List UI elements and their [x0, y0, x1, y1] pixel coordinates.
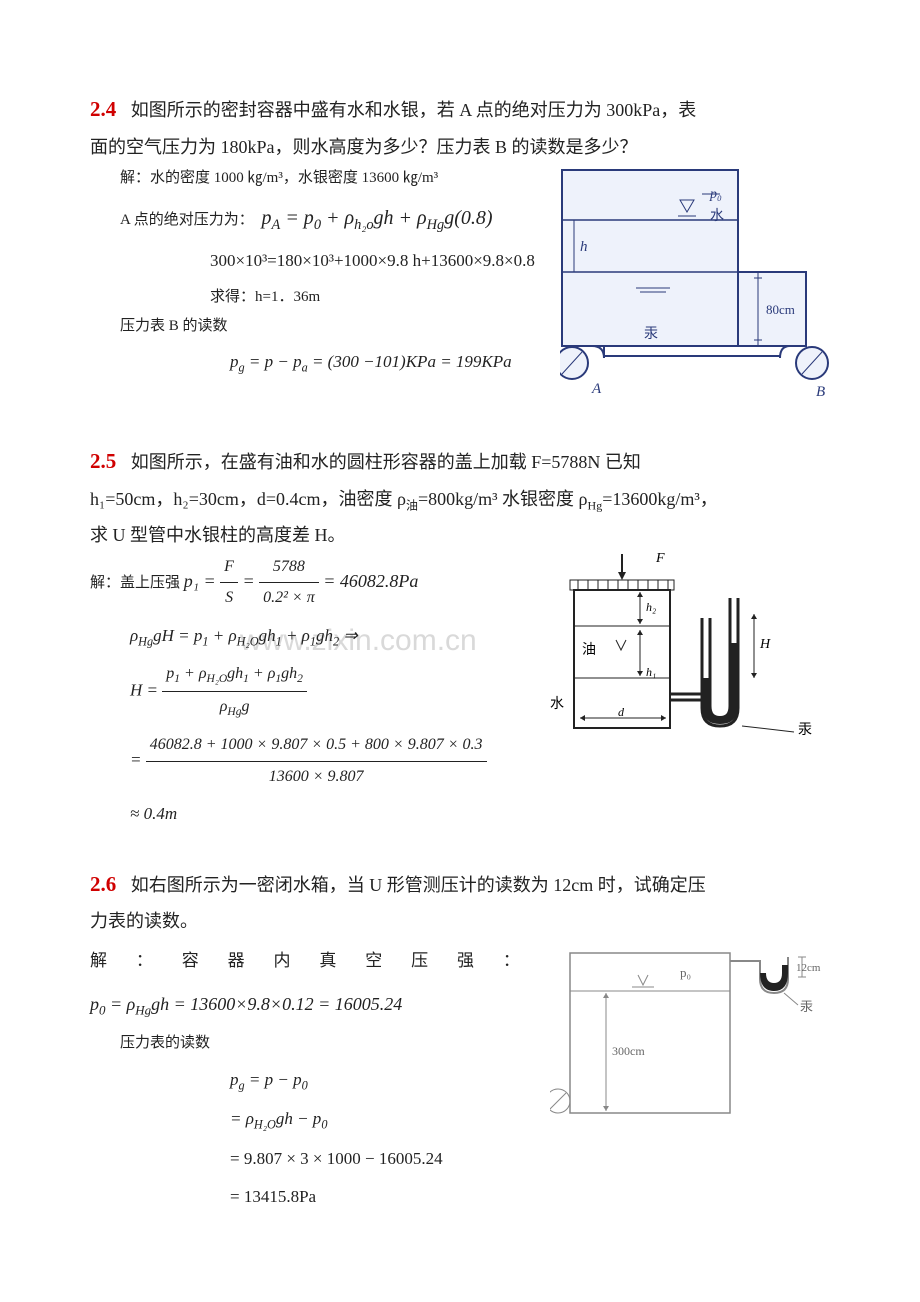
- svg-text:A: A: [591, 381, 602, 397]
- svg-text:油: 油: [582, 642, 596, 658]
- equation-pA: pA = p0 + ρh₂ogh + ρHgg(0.8): [262, 207, 493, 229]
- svg-text:H: H: [759, 637, 771, 652]
- svg-text:B: B: [816, 384, 825, 400]
- svg-text:水: 水: [710, 208, 724, 224]
- problem-2-4: 2.4 如图所示的密封容器中盛有水和水银，若 A 点的绝对压力为 300kPa，…: [90, 90, 830, 420]
- svg-text:F: F: [655, 551, 665, 566]
- svg-text:d: d: [618, 705, 625, 719]
- problem-text-2: 力表的读数。: [90, 904, 830, 938]
- svg-text:12cm: 12cm: [796, 962, 821, 974]
- svg-text:h₂: h₂: [646, 600, 656, 614]
- problem-number: 2.6: [90, 872, 116, 896]
- problem-text: 2.6 如右图所示为一密闭水箱，当 U 形管测压计的读数为 12cm 时，试确定…: [90, 865, 830, 905]
- problem-text: 2.4 如图所示的密封容器中盛有水和水银，若 A 点的绝对压力为 300kPa，…: [90, 90, 830, 130]
- problem-number: 2.5: [90, 449, 116, 473]
- svg-text:汞: 汞: [798, 723, 812, 738]
- svg-text:h: h: [580, 239, 588, 255]
- problem-2-5: www.zixin.com.cn 2.5 如图所示，在盛有油和水的圆柱形容器的盖…: [90, 442, 830, 836]
- equation-block-4: = 13415.8Pa: [230, 1181, 830, 1213]
- svg-text:汞: 汞: [644, 327, 658, 342]
- svg-text:h₁: h₁: [646, 665, 656, 679]
- svg-text:p₀: p₀: [680, 965, 691, 980]
- equation-p1: p₁ = FS = 57880.2² × π = 46082.8Pa: [184, 571, 419, 591]
- problem-text-2: h₁=50cm，h₂=30cm，d=0.4cm，油密度 ρ油=800kg/m³ …: [90, 482, 830, 517]
- solution-header-spread: 解 ： 容 器 内 真 空 压 强 ：: [90, 945, 520, 977]
- problem-2-6: 2.6 如右图所示为一密闭水箱，当 U 形管测压计的读数为 12cm 时，试确定…: [90, 865, 830, 1220]
- problem-number: 2.4: [90, 97, 116, 121]
- figure-2-6: p₀ 300cm 12cm 汞: [550, 943, 830, 1144]
- svg-text:水: 水: [550, 696, 564, 712]
- equation-block-3: = 9.807 × 3 × 1000 − 16005.24: [230, 1143, 830, 1175]
- figure-2-5: F h₂ 油 h₁ 水 d: [540, 548, 830, 769]
- svg-text:汞: 汞: [800, 999, 813, 1014]
- svg-text:300cm: 300cm: [612, 1044, 645, 1058]
- problem-text-2: 面的空气压力为 180kPa，则水高度为多少？压力表 B 的读数是多少？: [90, 130, 830, 164]
- problem-text-3: 求 U 型管中水银柱的高度差 H。: [90, 518, 830, 552]
- figure-2-4: p₀ 水 h 汞 80cm A: [560, 168, 830, 414]
- equation-result: ≈ 0.4m: [130, 798, 830, 830]
- svg-text:80cm: 80cm: [766, 302, 795, 317]
- problem-text: 2.5 如图所示，在盛有油和水的圆柱形容器的盖上加载 F=5788N 已知: [90, 442, 830, 482]
